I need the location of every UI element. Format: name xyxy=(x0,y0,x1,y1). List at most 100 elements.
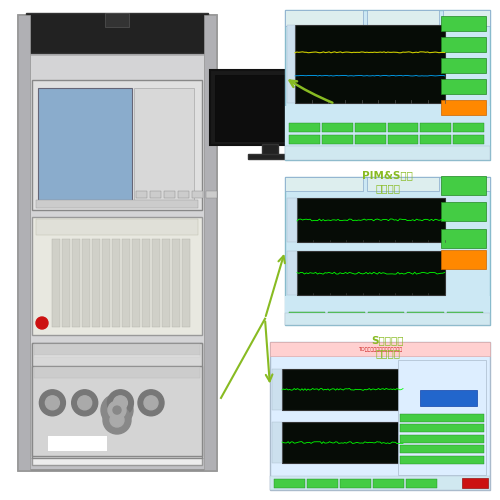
Circle shape xyxy=(40,390,66,416)
Circle shape xyxy=(114,396,128,410)
Bar xyxy=(462,146,488,158)
Bar xyxy=(182,239,190,327)
Bar xyxy=(34,345,200,357)
Bar xyxy=(32,217,202,335)
Bar xyxy=(453,135,484,144)
Bar xyxy=(441,16,486,31)
Bar xyxy=(262,144,278,157)
Bar xyxy=(282,368,403,410)
Bar xyxy=(328,312,365,321)
Bar xyxy=(282,422,403,464)
Bar xyxy=(322,135,352,144)
Bar xyxy=(289,147,320,156)
Bar xyxy=(407,312,444,321)
Bar xyxy=(72,239,80,327)
Bar xyxy=(289,312,326,321)
Bar xyxy=(112,239,120,327)
Bar xyxy=(36,219,198,235)
Bar xyxy=(446,312,483,321)
Bar xyxy=(420,123,451,132)
Bar xyxy=(287,251,297,296)
Bar xyxy=(32,366,202,456)
Bar xyxy=(441,100,486,115)
Bar xyxy=(204,15,216,470)
Bar xyxy=(285,296,490,323)
Bar xyxy=(142,239,150,327)
Bar xyxy=(162,239,170,327)
Bar xyxy=(47,435,107,451)
Bar xyxy=(82,239,90,327)
Bar xyxy=(453,123,484,132)
Bar xyxy=(462,313,488,323)
Bar xyxy=(406,479,437,488)
Bar xyxy=(441,176,486,195)
Bar xyxy=(354,135,386,144)
Bar xyxy=(307,479,338,488)
Bar xyxy=(34,367,200,378)
Bar xyxy=(285,177,490,325)
Bar xyxy=(388,135,418,144)
Bar xyxy=(32,80,202,210)
Bar xyxy=(270,476,490,490)
Bar xyxy=(18,15,30,470)
Circle shape xyxy=(108,390,134,416)
Bar xyxy=(297,198,444,242)
Bar xyxy=(441,202,486,222)
Circle shape xyxy=(144,396,158,410)
Bar xyxy=(122,239,130,327)
Bar xyxy=(274,479,305,488)
Bar xyxy=(32,343,202,465)
Bar xyxy=(443,177,490,191)
Bar xyxy=(373,479,404,488)
Bar xyxy=(441,250,486,269)
Bar xyxy=(420,147,451,156)
Bar xyxy=(102,239,110,327)
Bar xyxy=(192,191,202,198)
Bar xyxy=(134,88,194,202)
Text: TD智能天线多端口参数测试平台: TD智能天线多端口参数测试平台 xyxy=(358,346,402,352)
Bar xyxy=(354,147,386,156)
Bar xyxy=(272,368,282,410)
Bar xyxy=(295,25,444,103)
Bar xyxy=(30,55,204,458)
Bar xyxy=(285,146,490,160)
Bar xyxy=(270,342,490,356)
Bar xyxy=(367,177,439,191)
Circle shape xyxy=(110,413,124,427)
Text: S参数曲线
显示界面: S参数曲线 显示界面 xyxy=(371,335,404,358)
Circle shape xyxy=(78,396,92,410)
Bar xyxy=(441,79,486,94)
Bar xyxy=(285,313,490,325)
Bar xyxy=(172,239,180,327)
Bar xyxy=(18,15,216,470)
Circle shape xyxy=(103,406,131,434)
Bar xyxy=(354,123,386,132)
Text: PIM&S参数
测试界面: PIM&S参数 测试界面 xyxy=(362,170,413,193)
Circle shape xyxy=(46,396,60,410)
Bar xyxy=(462,478,488,488)
Bar xyxy=(38,88,132,200)
Bar xyxy=(322,123,352,132)
Bar xyxy=(420,390,477,406)
Bar xyxy=(388,147,418,156)
Bar xyxy=(164,191,174,198)
Bar xyxy=(34,344,200,355)
Bar xyxy=(367,10,439,26)
Bar xyxy=(285,177,363,191)
Circle shape xyxy=(101,394,133,426)
Circle shape xyxy=(72,390,98,416)
Bar xyxy=(150,191,160,198)
Bar xyxy=(62,239,70,327)
Bar xyxy=(441,58,486,73)
Bar xyxy=(26,13,208,53)
Bar xyxy=(287,198,297,242)
Bar xyxy=(52,239,60,327)
Bar xyxy=(248,154,292,159)
Circle shape xyxy=(108,401,126,419)
Bar xyxy=(215,75,325,141)
Bar xyxy=(136,191,146,198)
Bar xyxy=(285,10,363,26)
Bar xyxy=(105,13,129,27)
Circle shape xyxy=(113,406,121,414)
Bar xyxy=(443,10,490,26)
